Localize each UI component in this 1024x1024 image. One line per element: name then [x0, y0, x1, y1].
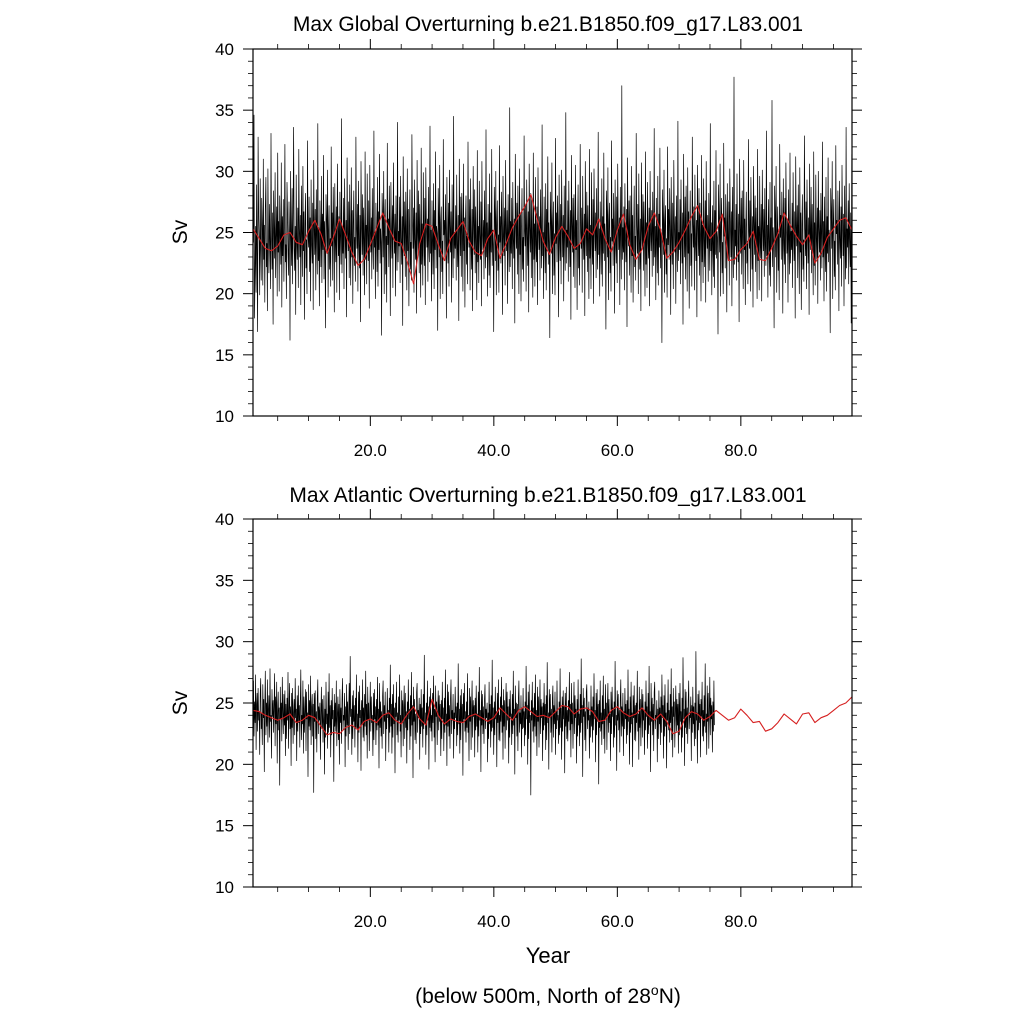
chart-title: Max Atlantic Overturning b.e21.B1850.f09…: [289, 484, 806, 507]
y-tick-label: 15: [215, 817, 234, 836]
y-axis-label: Sv: [169, 690, 192, 715]
y-tick-label: 25: [215, 224, 234, 243]
x-tick-label: 20.0: [354, 441, 387, 460]
plot-frame: [252, 48, 853, 417]
annual-mean-line: [252, 194, 853, 285]
y-tick-label: 40: [215, 510, 234, 529]
footnote: (below 500m, North of 28oN): [415, 982, 681, 1008]
y-tick-label: 10: [215, 878, 234, 897]
x-tick-label: 40.0: [477, 912, 510, 931]
monthly-series-line: [252, 651, 715, 796]
y-tick-label: 20: [215, 755, 234, 774]
y-axis-label: Sv: [169, 219, 192, 244]
axis-ticks: 10 15 20 25 30 35 40 20.0 40.0 60.0 80.0: [215, 39, 862, 460]
series-group: [252, 651, 853, 796]
x-tick-label: 40.0: [477, 441, 510, 460]
x-axis-label: Year: [526, 943, 570, 968]
axis-ticks: 10 15 20 25 30 35 40 20.0 40.0 60.0 80.0: [215, 509, 862, 931]
y-tick-label: 25: [215, 694, 234, 713]
y-tick-label: 30: [215, 633, 234, 652]
y-tick-label: 15: [215, 346, 234, 365]
y-tick-label: 10: [215, 407, 234, 426]
y-tick-label: 35: [215, 101, 234, 120]
plot-frame: [252, 518, 853, 888]
y-tick-label: 35: [215, 571, 234, 590]
x-tick-label: 60.0: [601, 912, 634, 931]
x-tick-label: 20.0: [354, 912, 387, 931]
footnote-prefix: (below 500m, North of 28: [415, 985, 651, 1008]
annual-mean-line: [252, 696, 853, 736]
x-tick-label: 80.0: [724, 912, 757, 931]
x-tick-label: 80.0: [724, 441, 757, 460]
monthly-series-line: [252, 76, 853, 343]
footnote-suffix: N): [659, 985, 681, 1008]
y-tick-label: 40: [215, 40, 234, 59]
y-tick-label: 20: [215, 285, 234, 304]
y-tick-label: 30: [215, 162, 234, 181]
global-overturning-panel: Max Global Overturning b.e21.B1850.f09_g…: [169, 13, 862, 460]
chart-title: Max Global Overturning b.e21.B1850.f09_g…: [293, 13, 803, 36]
series-group: [252, 76, 853, 343]
footnote-superscript: o: [651, 982, 659, 998]
atlantic-overturning-panel: Max Atlantic Overturning b.e21.B1850.f09…: [169, 484, 862, 968]
x-tick-label: 60.0: [601, 441, 634, 460]
